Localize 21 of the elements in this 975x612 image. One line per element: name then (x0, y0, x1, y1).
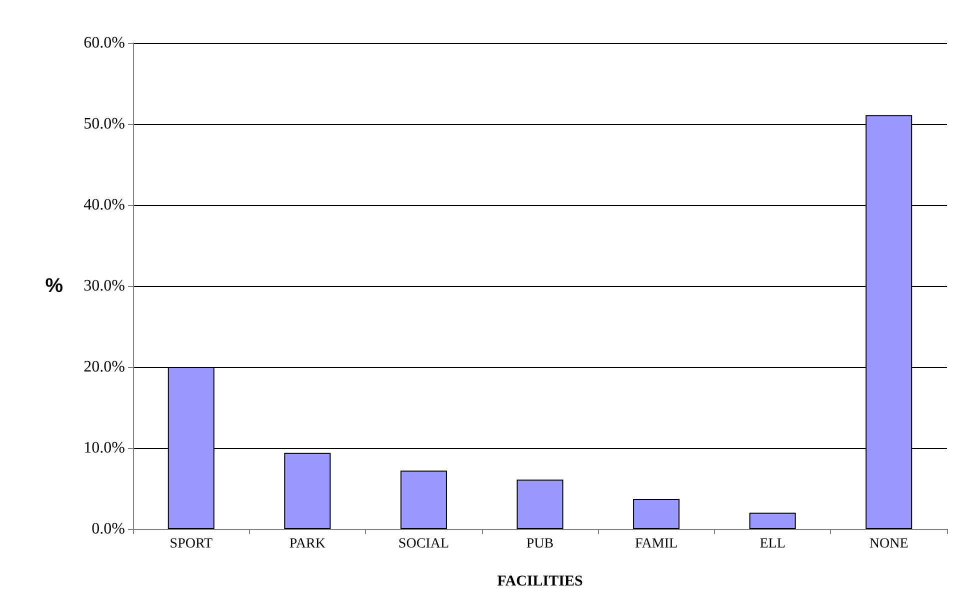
bar (749, 512, 796, 529)
x-tick-label: FAMIL (635, 536, 678, 552)
x-tick-label: PARK (289, 536, 326, 552)
bar (633, 499, 680, 529)
y-tick-label: 0.0% (92, 520, 125, 538)
x-tick-label: ELL (760, 536, 786, 552)
x-tick-label: SPORT (170, 536, 213, 552)
bar (400, 470, 447, 529)
x-axis-title: FACILITIES (497, 574, 583, 590)
y-tick-label: 50.0% (84, 116, 125, 132)
y-tick-label: 40.0% (84, 196, 125, 214)
x-tick-label: SOCIAL (398, 536, 449, 552)
bar (516, 480, 564, 529)
x-tick-label: PUB (526, 536, 554, 552)
y-tick-label: 30.0% (84, 278, 125, 294)
y-tick-label: 60.0% (84, 34, 125, 52)
y-axis-title: % (45, 275, 64, 297)
y-tick-label: 10.0% (84, 440, 125, 456)
x-tick-label: NONE (869, 536, 908, 552)
bar (284, 452, 331, 529)
y-tick-label: 20.0% (84, 358, 125, 376)
